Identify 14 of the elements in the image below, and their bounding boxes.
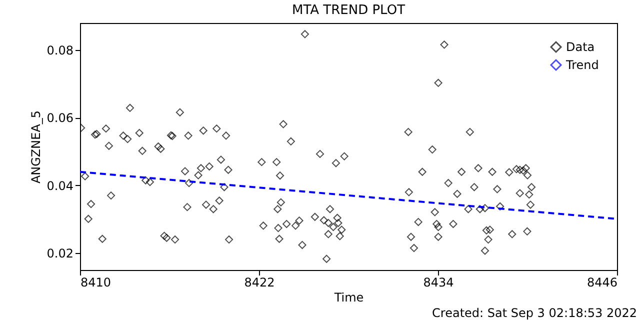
legend-label: Trend bbox=[565, 58, 599, 72]
x-tick-label: 8446 bbox=[586, 276, 618, 290]
y-tick-label: 0.04 bbox=[46, 178, 74, 193]
legend-label: Data bbox=[566, 40, 595, 54]
y-axis-title: ANGZNEA_5 bbox=[28, 110, 43, 184]
chart-title: MTA TREND PLOT bbox=[292, 3, 406, 18]
x-tick-label: 8410 bbox=[80, 276, 112, 290]
text: Created: Sat Sep 3 02:18:53 2022 bbox=[432, 306, 637, 320]
y-tick-label: 0.08 bbox=[46, 44, 74, 58]
x-tick-label: 8422 bbox=[244, 276, 275, 290]
y-tick-label: 0.06 bbox=[46, 111, 74, 126]
y-tick-label: 0.02 bbox=[46, 246, 74, 261]
x-axis-title: Time bbox=[333, 290, 364, 304]
x-tick-label: 8434 bbox=[423, 276, 454, 290]
